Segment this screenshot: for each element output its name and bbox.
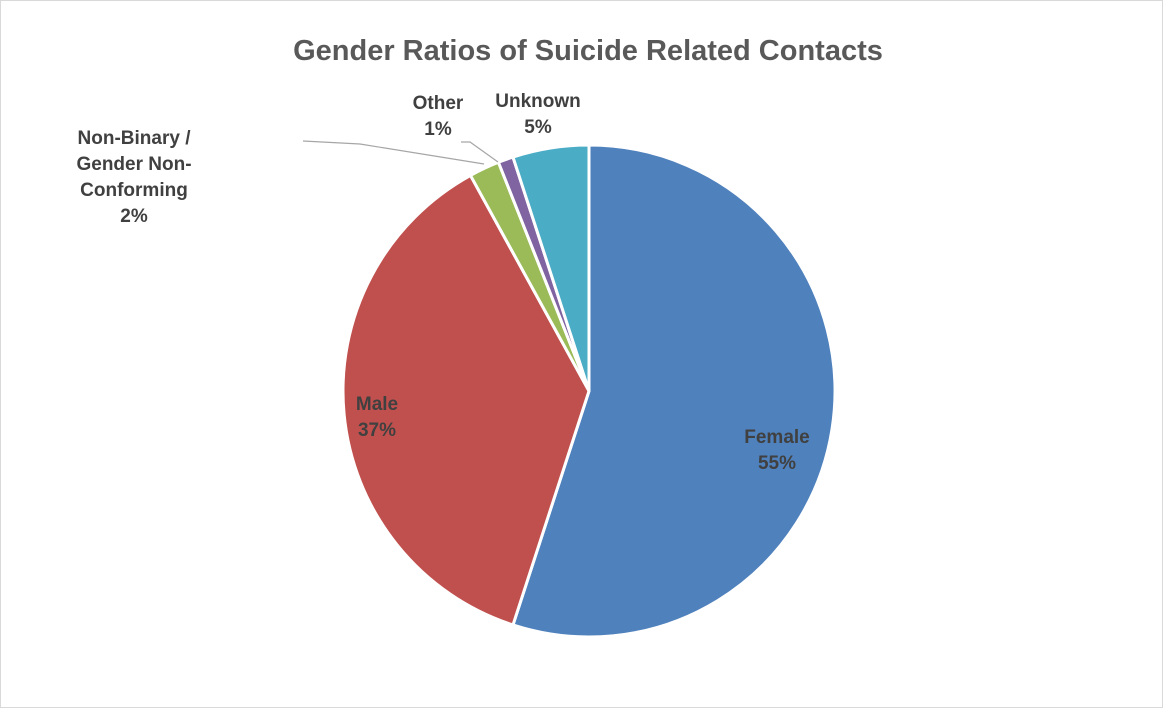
chart-title: Gender Ratios of Suicide Related Contact… <box>293 35 883 67</box>
pie-slice-male <box>341 173 591 627</box>
pie-slice-female <box>511 143 837 639</box>
pie-slices <box>341 143 837 639</box>
leader-line-other <box>461 141 499 163</box>
data-labels: Female 55% Male 37% Non-Binary / Gender Non-C… <box>76 91 809 474</box>
data-label-non-binary-gender-non-conforming: Non-Binary / Gender Non-Conforming 2% <box>76 128 191 227</box>
leader-lines <box>302 140 499 165</box>
pie-slice-unknown <box>511 143 591 392</box>
data-label-other: Other 1% <box>413 93 464 140</box>
data-label-unknown: Unknown 5% <box>495 91 581 138</box>
leader-line-non-binary-gender-non-conforming <box>302 140 485 165</box>
data-label-male: Male 37% <box>356 394 398 441</box>
data-label-female: Female 55% <box>744 427 809 474</box>
